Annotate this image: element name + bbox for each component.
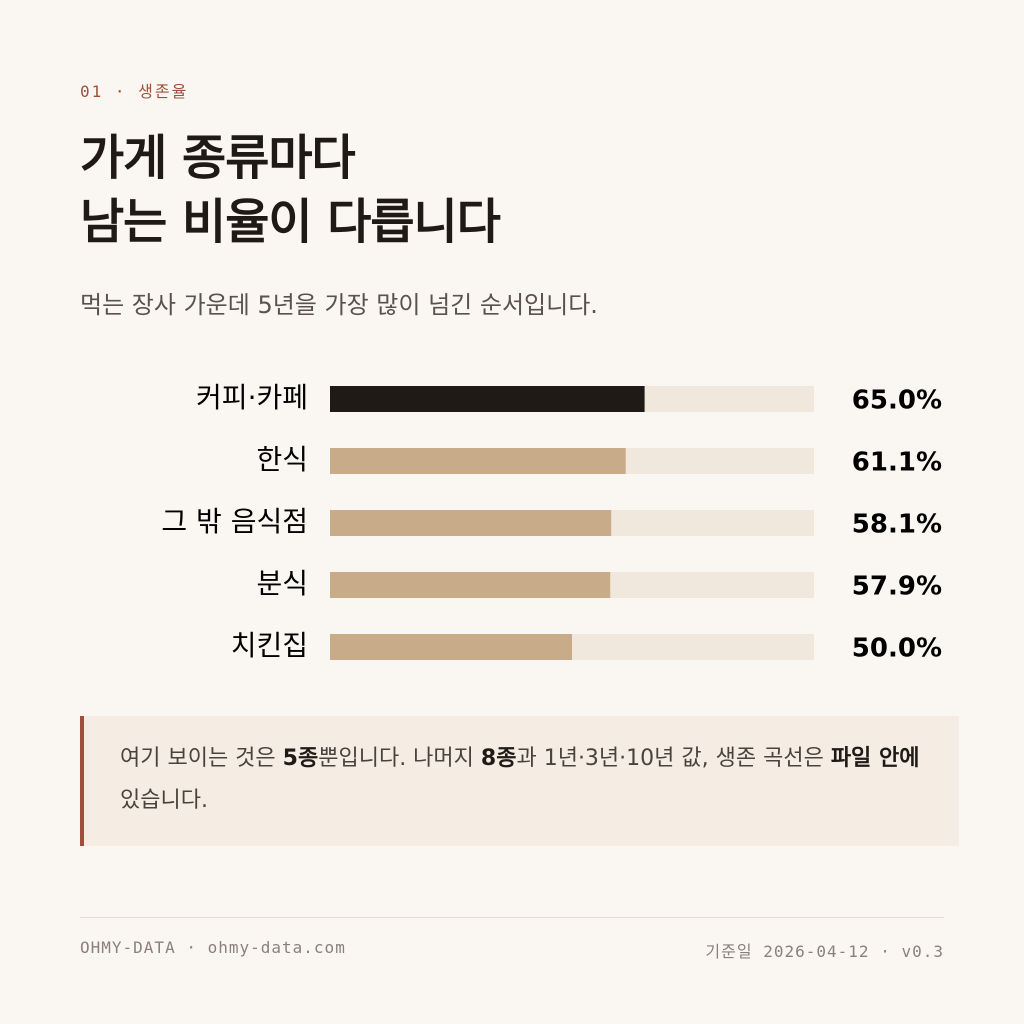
chart: 커피·카페 65.0% 한식 61.1% 그 밖 음식점 58.1% 분식 57.9% 치킨집 5… bbox=[161, 381, 942, 664]
category-label: 커피·카페 bbox=[196, 381, 308, 414]
footer-left: OHMY-DATA · ohmy-data.com bbox=[80, 938, 346, 957]
subtitle: 먹는 장사 가운데 5년을 가장 많이 넘긴 순서입니다. bbox=[80, 291, 598, 319]
value-label: 58.1% bbox=[852, 510, 942, 540]
title-line: 가게 종류마다 bbox=[80, 130, 356, 186]
divider bbox=[80, 917, 944, 918]
category-label: 그 밖 음식점 bbox=[161, 505, 308, 538]
bar bbox=[330, 572, 611, 598]
note-text: 5종 bbox=[282, 746, 319, 771]
bar bbox=[330, 634, 572, 660]
bar bbox=[330, 386, 645, 412]
bar bbox=[330, 510, 612, 536]
bar bbox=[330, 448, 626, 474]
category-label: 분식 bbox=[256, 567, 308, 600]
date-label: 기준일 bbox=[705, 942, 753, 961]
note-text: 뿐입니다. 나머지 bbox=[318, 746, 481, 771]
note-text: 파일 안에 bbox=[830, 746, 920, 771]
footer-right: 기준일 2026-04-12 · v0.3 bbox=[705, 938, 944, 962]
title-line: 남는 비율이 다릅니다 bbox=[80, 194, 501, 250]
category-label: 한식 bbox=[256, 443, 308, 476]
date-version: 2026-04-12 · v0.3 bbox=[763, 942, 944, 961]
note-text: 8종 bbox=[480, 746, 517, 771]
value-label: 50.0% bbox=[852, 634, 942, 664]
eyebrow: 01 · 생존율 bbox=[80, 82, 189, 101]
note-text: 있습니다. bbox=[120, 788, 208, 813]
note-text: 과 1년·3년·10년 값, 생존 곡선은 bbox=[516, 746, 831, 771]
note: 여기 보이는 것은 5종뿐입니다. 나머지 8종과 1년·3년·10년 값, 생… bbox=[80, 716, 959, 846]
value-label: 65.0% bbox=[852, 386, 942, 416]
value-label: 61.1% bbox=[852, 448, 942, 478]
value-label: 57.9% bbox=[852, 572, 942, 602]
note-text: 여기 보이는 것은 bbox=[120, 746, 283, 771]
category-label: 치킨집 bbox=[231, 629, 308, 662]
